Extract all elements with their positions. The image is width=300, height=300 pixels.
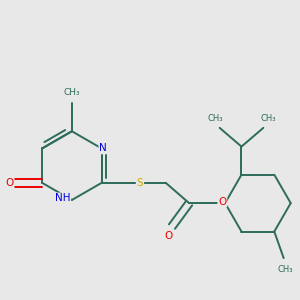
Text: O: O bbox=[5, 178, 14, 188]
Text: S: S bbox=[136, 178, 143, 188]
Text: CH₃: CH₃ bbox=[260, 114, 276, 123]
Text: CH₃: CH₃ bbox=[207, 114, 223, 123]
Text: CH₃: CH₃ bbox=[64, 88, 80, 97]
Text: CH₃: CH₃ bbox=[278, 265, 293, 274]
Text: NH: NH bbox=[55, 194, 70, 203]
Text: O: O bbox=[218, 196, 226, 207]
Text: O: O bbox=[165, 231, 173, 241]
Text: N: N bbox=[99, 143, 107, 153]
